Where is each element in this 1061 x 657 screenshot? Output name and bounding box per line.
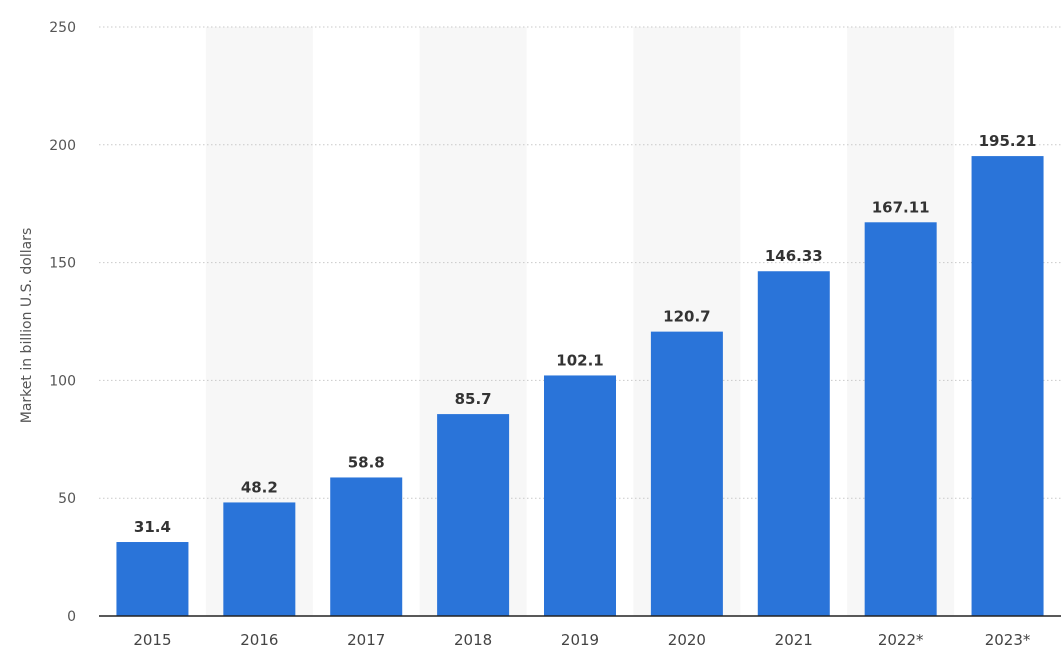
y-tick-label: 0 (67, 609, 76, 625)
x-tick-label: 2018 (454, 631, 492, 649)
value-labels: 31.4 48.2 58.8 85.7 102.1 120.7 146.33 167.11 19… (134, 132, 1037, 536)
y-tick-label: 200 (49, 138, 76, 154)
bar (544, 375, 616, 616)
x-tick-label: 2015 (133, 631, 171, 649)
bar-value-label: 48.2 (241, 478, 278, 496)
y-axis-label: Market in billion U.S. dollars (19, 228, 35, 423)
x-tick-label: 2019 (561, 631, 599, 649)
x-tick-label: 2017 (347, 631, 385, 649)
y-tick-label: 150 (49, 256, 76, 272)
bar (864, 222, 937, 617)
y-tick-label: 100 (49, 373, 76, 389)
bars (116, 156, 1044, 617)
bar-value-label: 31.4 (134, 518, 171, 536)
bar-value-label: 167.11 (872, 198, 930, 216)
bar-value-label: 102.1 (556, 351, 603, 369)
bar-value-label: 195.21 (979, 132, 1037, 150)
y-axis-ticks: 0 50 100 150 200 250 (49, 20, 76, 625)
bar (223, 502, 296, 616)
bar (650, 331, 723, 616)
x-tick-label: 2021 (775, 631, 813, 649)
x-tick-label: 2020 (668, 631, 706, 649)
x-tick-label: 2023* (985, 631, 1031, 649)
bar-value-label: 120.7 (663, 308, 710, 326)
x-tick-label: 2022* (878, 631, 924, 649)
bar (116, 542, 189, 616)
bar-value-label: 146.33 (765, 247, 823, 265)
bar (971, 156, 1044, 616)
x-tick-label: 2016 (240, 631, 278, 649)
y-tick-label: 50 (58, 491, 76, 507)
bar (437, 414, 510, 616)
y-tick-label: 250 (49, 20, 76, 36)
bar (330, 477, 403, 616)
bar-value-label: 85.7 (455, 390, 492, 408)
bar (757, 271, 830, 616)
x-axis-ticks: 2015 2016 2017 2018 2019 2020 2021 2022* 2023* (133, 631, 1031, 649)
bar-value-label: 58.8 (348, 453, 385, 471)
